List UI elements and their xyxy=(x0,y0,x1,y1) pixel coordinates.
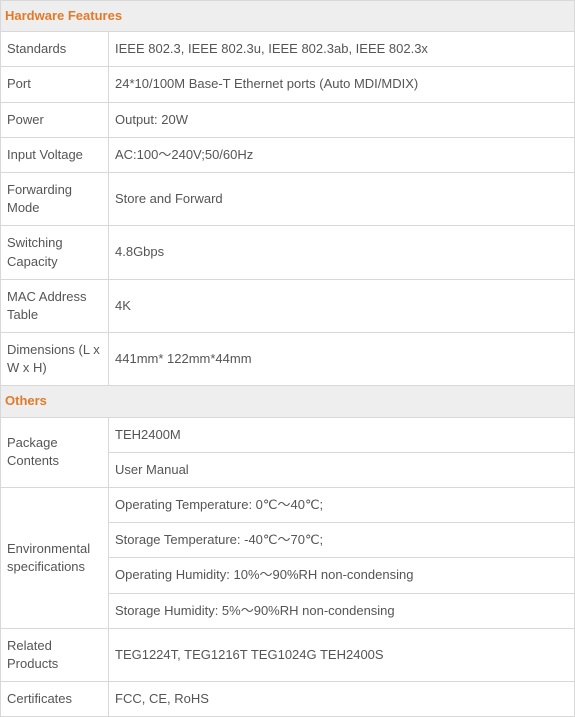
section-title: Hardware Features xyxy=(1,1,575,32)
row-label: Port xyxy=(1,67,109,102)
row-label: Input Voltage xyxy=(1,137,109,172)
row-value: 4.8Gbps xyxy=(109,226,575,279)
row-value: 4K xyxy=(109,279,575,332)
row-value: IEEE 802.3, IEEE 802.3u, IEEE 802.3ab, I… xyxy=(109,32,575,67)
row-label: Environmental specifications xyxy=(1,488,109,629)
row-value: FCC, CE, RoHS xyxy=(109,682,575,717)
table-row: Switching Capacity4.8Gbps xyxy=(1,226,575,279)
table-row: Input VoltageAC:100～240V;50/60Hz xyxy=(1,137,575,172)
row-value: User Manual xyxy=(109,452,575,487)
row-value: Storage Humidity: 5%～90%RH non-condensin… xyxy=(109,593,575,628)
table-row: Dimensions (L x W x H)441mm* 122mm*44mm xyxy=(1,333,575,386)
row-label: Forwarding Mode xyxy=(1,172,109,225)
row-label: Related Products xyxy=(1,628,109,681)
row-value: Storage Temperature: -40℃～70℃; xyxy=(109,523,575,558)
table-row: Package ContentsTEH2400M xyxy=(1,417,575,452)
table-row: Environmental specificationsOperating Te… xyxy=(1,488,575,523)
table-row: Port24*10/100M Base-T Ethernet ports (Au… xyxy=(1,67,575,102)
row-label: Standards xyxy=(1,32,109,67)
row-value: Operating Temperature: 0℃～40℃; xyxy=(109,488,575,523)
table-row: MAC Address Table4K xyxy=(1,279,575,332)
section-header: Hardware Features xyxy=(1,1,575,32)
table-row: CertificatesFCC, CE, RoHS xyxy=(1,682,575,717)
row-label: Package Contents xyxy=(1,417,109,487)
table-row: PowerOutput: 20W xyxy=(1,102,575,137)
row-value: Operating Humidity: 10%～90%RH non-conden… xyxy=(109,558,575,593)
row-label: Dimensions (L x W x H) xyxy=(1,333,109,386)
section-header: Others xyxy=(1,386,575,417)
row-label: Power xyxy=(1,102,109,137)
row-label: Certificates xyxy=(1,682,109,717)
spec-table: Hardware FeaturesStandardsIEEE 802.3, IE… xyxy=(0,0,575,717)
row-value: AC:100～240V;50/60Hz xyxy=(109,137,575,172)
row-value: Output: 20W xyxy=(109,102,575,137)
section-title: Others xyxy=(1,386,575,417)
row-value: 24*10/100M Base-T Ethernet ports (Auto M… xyxy=(109,67,575,102)
table-row: StandardsIEEE 802.3, IEEE 802.3u, IEEE 8… xyxy=(1,32,575,67)
row-value: Store and Forward xyxy=(109,172,575,225)
row-label: Switching Capacity xyxy=(1,226,109,279)
row-value: TEG1224T, TEG1216T TEG1024G TEH2400S xyxy=(109,628,575,681)
table-row: Forwarding ModeStore and Forward xyxy=(1,172,575,225)
table-row: Related ProductsTEG1224T, TEG1216T TEG10… xyxy=(1,628,575,681)
row-label: MAC Address Table xyxy=(1,279,109,332)
row-value: 441mm* 122mm*44mm xyxy=(109,333,575,386)
row-value: TEH2400M xyxy=(109,417,575,452)
